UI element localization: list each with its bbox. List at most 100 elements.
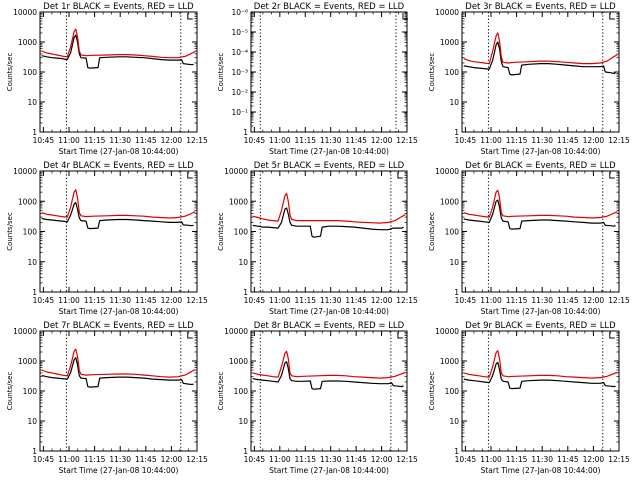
chart-panel-3: Det 3r BLACK = Events, RED = LLD Counts/s… xyxy=(428,2,630,156)
x-axis-label: Start Time (27-Jan-08 10:44:00) xyxy=(59,307,179,316)
y-tick-label: 100 xyxy=(23,228,38,237)
y-tick-label: 10000 xyxy=(224,167,248,176)
plot-frame xyxy=(461,170,620,293)
y-axis-label: Counts/sec xyxy=(6,212,14,251)
x-tick-label: 11:15 xyxy=(294,455,316,464)
plot-frame xyxy=(461,11,620,133)
panel-title: Det 4r BLACK = Events, RED = LLD xyxy=(43,161,194,171)
y-tick-label: 1000 xyxy=(229,357,248,366)
x-tick-label: 12:15 xyxy=(186,136,208,145)
x-tick-label: 11:15 xyxy=(84,455,106,464)
events-series-line xyxy=(41,202,194,230)
y-tick-label: 100 xyxy=(234,387,249,396)
y-tick-label: 10000 xyxy=(435,327,459,336)
y-tick-label: 100 xyxy=(445,68,460,77)
x-axis-label: Start Time (27-Jan-08 10:44:00) xyxy=(269,466,389,475)
x-tick-label: 11:30 xyxy=(109,455,131,464)
interval-marker xyxy=(397,332,403,339)
lld-series-line xyxy=(463,350,618,379)
x-tick-label: 11:30 xyxy=(531,136,553,145)
x-tick-label: 11:00 xyxy=(269,455,291,464)
x-tick-label: 11:00 xyxy=(269,136,291,145)
events-series-line xyxy=(252,361,404,390)
x-tick-label: 11:30 xyxy=(320,455,342,464)
x-tick-label: 11:45 xyxy=(135,136,157,145)
y-tick-label: 10000 xyxy=(435,167,459,176)
x-tick-label: 12:00 xyxy=(161,296,183,305)
lld-series-line xyxy=(41,348,196,378)
y-tick-label: 10 xyxy=(449,258,459,267)
chart-panel-8: Det 8r BLACK = Events, RED = LLD Counts/s… xyxy=(217,321,418,475)
chart-panel-9: Det 9r BLACK = Events, RED = LLD Counts/s… xyxy=(428,321,630,475)
lld-series-line xyxy=(41,189,196,219)
x-tick-label: 11:15 xyxy=(294,136,316,145)
x-tick-label: 11:45 xyxy=(557,296,579,305)
x-tick-label: 11:30 xyxy=(109,136,131,145)
chart-panel-1: Det 1r BLACK = Events, RED = LLD Counts/s… xyxy=(6,2,208,156)
y-tick-label: 10 xyxy=(27,98,37,107)
x-tick-label: 11:30 xyxy=(320,296,342,305)
x-tick-label: 11:45 xyxy=(345,455,367,464)
x-tick-label: 10:45 xyxy=(33,296,55,305)
y-tick-label: 100 xyxy=(23,387,38,396)
x-tick-label: 11:45 xyxy=(135,455,157,464)
x-tick-label: 12:00 xyxy=(371,136,393,145)
y-tick-label: 10 xyxy=(27,417,37,426)
x-tick-label: 12:00 xyxy=(371,455,393,464)
y-axis-label: Counts/sec xyxy=(217,53,225,92)
panel-title: Det 5r BLACK = Events, RED = LLD xyxy=(254,161,405,171)
x-tick-label: 12:15 xyxy=(396,136,418,145)
y-axis-label: Counts/sec xyxy=(217,212,225,251)
plot-frame xyxy=(39,11,198,133)
y-tick-label: 10⁻⁴ xyxy=(231,48,248,57)
x-tick-label: 11:45 xyxy=(557,136,579,145)
x-tick-label: 12:15 xyxy=(396,296,418,305)
plot-frame xyxy=(250,330,408,452)
lld-series-line xyxy=(252,192,406,224)
chart-panel-4: Det 4r BLACK = Events, RED = LLD Counts/s… xyxy=(6,161,208,316)
x-tick-label: 11:30 xyxy=(320,136,342,145)
x-tick-label: 11:15 xyxy=(84,296,106,305)
chart-panel-5: Det 5r BLACK = Events, RED = LLD Counts/s… xyxy=(217,161,418,316)
y-tick-label: 1000 xyxy=(18,197,37,206)
y-tick-label: 1 xyxy=(243,447,248,456)
y-tick-label: 10⁻⁵ xyxy=(231,28,248,37)
x-tick-label: 11:15 xyxy=(294,296,316,305)
plot-frame xyxy=(39,330,198,452)
panel-title: Det 9r BLACK = Events, RED = LLD xyxy=(465,321,616,331)
interval-marker xyxy=(397,172,403,179)
plot-frame xyxy=(250,11,408,133)
x-tick-label: 11:15 xyxy=(84,136,106,145)
y-tick-label: 1000 xyxy=(18,38,37,47)
x-tick-label: 10:45 xyxy=(33,136,55,145)
x-tick-label: 11:30 xyxy=(531,296,553,305)
x-tick-label: 11:15 xyxy=(506,296,528,305)
panel-title: Det 7r BLACK = Events, RED = LLD xyxy=(43,321,194,331)
events-series-line xyxy=(252,207,404,238)
x-tick-label: 11:00 xyxy=(58,136,80,145)
x-tick-label: 12:00 xyxy=(371,296,393,305)
events-series-line xyxy=(463,41,616,76)
y-axis-label: Counts/sec xyxy=(428,53,436,92)
y-axis-label: Counts/sec xyxy=(428,372,436,411)
y-axis-label: Counts/sec xyxy=(6,53,14,92)
y-tick-label: 10⁻⁶ xyxy=(231,8,248,17)
y-tick-label: 10 xyxy=(238,417,248,426)
y-tick-label: 10⁻³ xyxy=(231,68,248,77)
x-axis-label: Start Time (27-Jan-08 10:44:00) xyxy=(269,147,389,156)
x-tick-label: 12:15 xyxy=(608,455,630,464)
x-tick-label: 11:30 xyxy=(109,296,131,305)
x-axis-label: Start Time (27-Jan-08 10:44:00) xyxy=(269,307,389,316)
events-series-line xyxy=(41,34,194,69)
x-axis-label: Start Time (27-Jan-08 10:44:00) xyxy=(481,466,601,475)
x-tick-label: 10:45 xyxy=(244,296,266,305)
x-tick-label: 11:00 xyxy=(480,136,502,145)
panel-title: Det 2r BLACK = Events, RED = LLD xyxy=(254,2,405,12)
x-tick-label: 11:15 xyxy=(506,455,528,464)
interval-marker xyxy=(187,13,193,20)
x-tick-label: 10:45 xyxy=(33,455,55,464)
y-tick-label: 100 xyxy=(23,68,38,77)
panel-title: Det 1r BLACK = Events, RED = LLD xyxy=(43,2,194,12)
x-tick-label: 11:00 xyxy=(269,296,291,305)
x-axis-label: Start Time (27-Jan-08 10:44:00) xyxy=(59,466,179,475)
